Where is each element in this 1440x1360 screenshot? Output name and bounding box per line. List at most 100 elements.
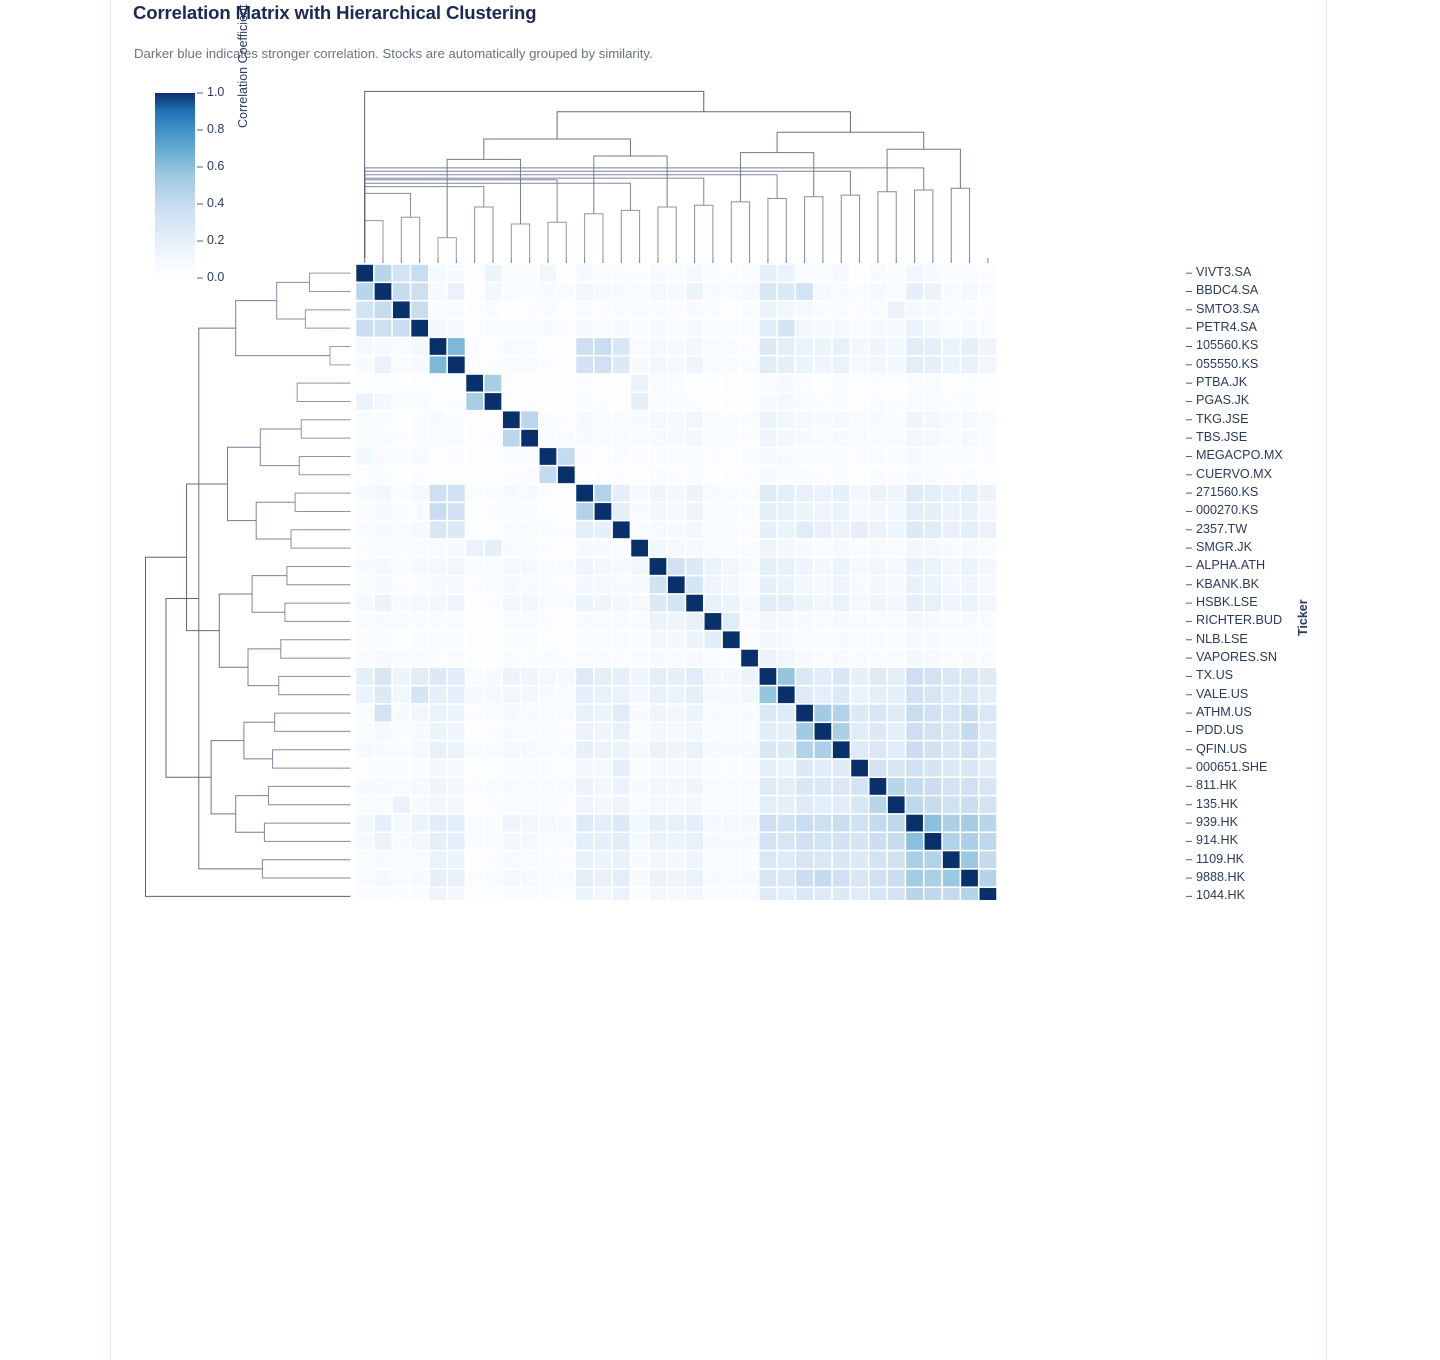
heatmap-cell[interactable] xyxy=(392,356,410,374)
heatmap-cell[interactable] xyxy=(484,301,502,319)
heatmap-cell[interactable] xyxy=(979,814,997,832)
heatmap-cell[interactable] xyxy=(576,411,593,429)
heatmap-cell[interactable] xyxy=(704,723,722,740)
heatmap-cell[interactable] xyxy=(502,503,520,520)
heatmap-cell[interactable] xyxy=(924,356,942,374)
heatmap-cell[interactable] xyxy=(374,723,392,740)
heatmap-cell[interactable] xyxy=(612,374,630,392)
heatmap-cell[interactable] xyxy=(502,576,520,594)
heatmap-cell[interactable] xyxy=(356,411,374,429)
heatmap-cell[interactable] xyxy=(392,558,410,575)
heatmap-cell[interactable] xyxy=(722,814,740,832)
heatmap-cell[interactable] xyxy=(576,374,593,392)
heatmap-cell[interactable] xyxy=(887,613,905,630)
heatmap-cell[interactable] xyxy=(502,796,520,814)
heatmap-cell[interactable] xyxy=(557,264,575,282)
heatmap-cell[interactable] xyxy=(576,503,593,520)
heatmap-cell[interactable] xyxy=(796,393,813,410)
heatmap-cell[interactable] xyxy=(686,319,703,337)
heatmap-cell[interactable] xyxy=(466,576,484,594)
heatmap-cell[interactable] xyxy=(576,429,593,447)
heatmap-cell[interactable] xyxy=(539,796,557,814)
heatmap-cell[interactable] xyxy=(429,374,447,392)
heatmap-cell[interactable] xyxy=(796,814,813,832)
heatmap-cell[interactable] xyxy=(851,778,868,795)
heatmap-cell[interactable] xyxy=(612,869,630,887)
heatmap-cell[interactable] xyxy=(631,833,648,850)
heatmap-cell[interactable] xyxy=(667,521,685,539)
heatmap-cell[interactable] xyxy=(557,869,575,887)
heatmap-cell[interactable] xyxy=(796,723,813,740)
heatmap-cell[interactable] xyxy=(851,759,868,777)
heatmap-cell[interactable] xyxy=(392,503,410,520)
heatmap-cell[interactable] xyxy=(686,613,703,630)
heatmap-cell[interactable] xyxy=(961,301,978,319)
heatmap-cell[interactable] xyxy=(961,723,978,740)
heatmap-cell[interactable] xyxy=(447,759,465,777)
heatmap-cell[interactable] xyxy=(722,851,740,869)
heatmap-cell[interactable] xyxy=(869,851,887,869)
heatmap-cell[interactable] xyxy=(649,888,667,900)
heatmap-cell[interactable] xyxy=(649,484,667,502)
heatmap-cell[interactable] xyxy=(759,759,777,777)
heatmap-cell[interactable] xyxy=(887,301,905,319)
heatmap-cell[interactable] xyxy=(814,686,832,704)
heatmap-cell[interactable] xyxy=(777,649,795,667)
heatmap-cell[interactable] xyxy=(961,503,978,520)
heatmap-cell[interactable] xyxy=(539,631,557,649)
heatmap-cell[interactable] xyxy=(447,466,465,484)
heatmap-cell[interactable] xyxy=(961,869,978,887)
heatmap-cell[interactable] xyxy=(649,723,667,740)
heatmap-cell[interactable] xyxy=(539,704,557,722)
heatmap-cell[interactable] xyxy=(796,759,813,777)
heatmap-cell[interactable] xyxy=(979,521,997,539)
heatmap-cell[interactable] xyxy=(631,778,648,795)
heatmap-cell[interactable] xyxy=(576,539,593,557)
heatmap-cell[interactable] xyxy=(429,558,447,575)
heatmap-cell[interactable] xyxy=(979,576,997,594)
heatmap-cell[interactable] xyxy=(374,429,392,447)
heatmap-cell[interactable] xyxy=(649,411,667,429)
heatmap-cell[interactable] xyxy=(869,466,887,484)
heatmap-cell[interactable] xyxy=(374,448,392,465)
heatmap-cell[interactable] xyxy=(686,484,703,502)
heatmap-cell[interactable] xyxy=(741,411,758,429)
heatmap-cell[interactable] xyxy=(906,264,923,282)
heatmap-cell[interactable] xyxy=(539,649,557,667)
heatmap-cell[interactable] xyxy=(869,411,887,429)
heatmap-cell[interactable] xyxy=(356,613,374,630)
heatmap-cell[interactable] xyxy=(649,356,667,374)
heatmap-cell[interactable] xyxy=(612,833,630,850)
heatmap-cell[interactable] xyxy=(667,503,685,520)
heatmap-cell[interactable] xyxy=(411,411,429,429)
heatmap-cell[interactable] xyxy=(686,668,703,685)
heatmap-cell[interactable] xyxy=(429,429,447,447)
heatmap-cell[interactable] xyxy=(557,484,575,502)
heatmap-cell[interactable] xyxy=(851,704,868,722)
heatmap-cell[interactable] xyxy=(924,594,942,612)
heatmap-cell[interactable] xyxy=(851,484,868,502)
heatmap-cell[interactable] xyxy=(447,338,465,355)
heatmap-cell[interactable] xyxy=(594,374,612,392)
heatmap-cell[interactable] xyxy=(942,448,960,465)
heatmap-cell[interactable] xyxy=(832,558,850,575)
heatmap-cell[interactable] xyxy=(374,833,392,850)
heatmap-cell[interactable] xyxy=(869,594,887,612)
heatmap-cell[interactable] xyxy=(539,814,557,832)
heatmap-cell[interactable] xyxy=(557,301,575,319)
heatmap-cell[interactable] xyxy=(814,466,832,484)
heatmap-cell[interactable] xyxy=(356,723,374,740)
heatmap-cell[interactable] xyxy=(576,759,593,777)
heatmap-cell[interactable] xyxy=(521,558,538,575)
heatmap-cell[interactable] xyxy=(539,613,557,630)
heatmap-cell[interactable] xyxy=(851,741,868,759)
heatmap-cell[interactable] xyxy=(979,649,997,667)
heatmap-cell[interactable] xyxy=(796,649,813,667)
heatmap-cell[interactable] xyxy=(539,356,557,374)
heatmap-cell[interactable] xyxy=(741,503,758,520)
heatmap-cell[interactable] xyxy=(392,649,410,667)
heatmap-cell[interactable] xyxy=(759,851,777,869)
heatmap-cell[interactable] xyxy=(429,796,447,814)
heatmap-cell[interactable] xyxy=(502,759,520,777)
heatmap-cell[interactable] xyxy=(631,283,648,300)
